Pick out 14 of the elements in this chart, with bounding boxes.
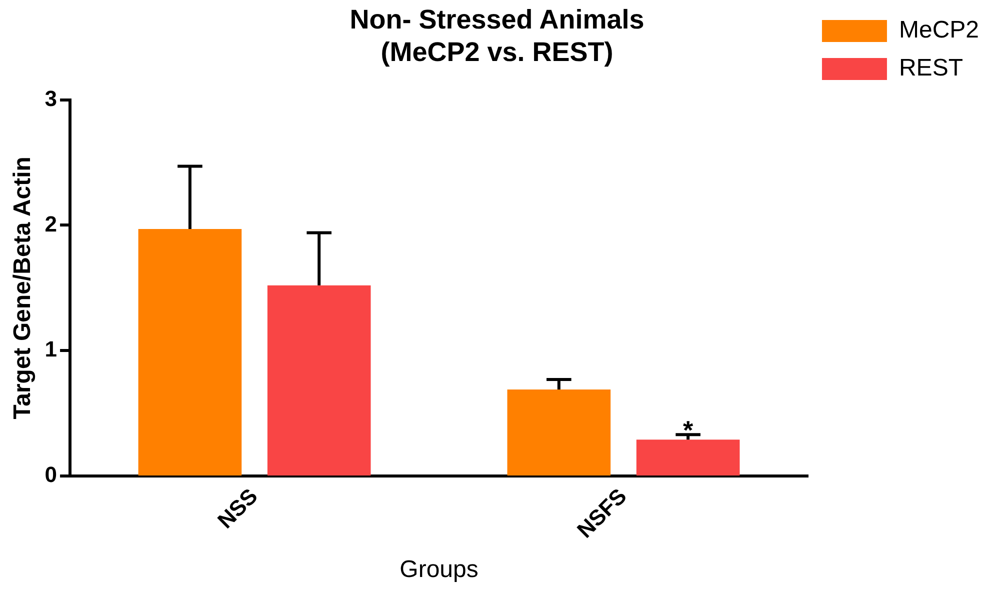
- x-axis-title: Groups: [400, 556, 478, 584]
- annotation: *: [682, 414, 694, 445]
- y-tick-label: 0: [44, 462, 58, 488]
- bar: [507, 390, 611, 476]
- bar: [138, 228, 242, 476]
- y-tick-label: 3: [44, 86, 58, 111]
- chart-title: Non- Stressed Animals (MeCP2 vs. REST): [350, 4, 644, 68]
- legend-label: MeCP2: [898, 16, 980, 44]
- bar: [267, 285, 371, 476]
- y-tick-label: 1: [44, 336, 58, 362]
- y-tick-label: 2: [44, 211, 58, 236]
- bar: [636, 440, 740, 476]
- legend-label: REST: [898, 54, 964, 82]
- y-axis-title: Target Gene/Beta Actin: [9, 156, 36, 420]
